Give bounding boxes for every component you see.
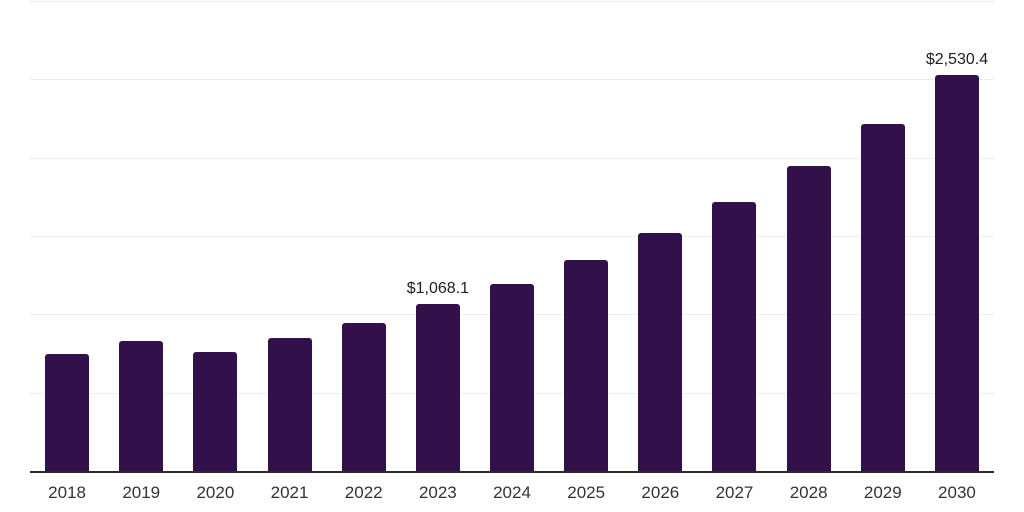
bar-2018: [45, 354, 90, 471]
bar-group-2022: [327, 1, 401, 471]
bar-group-2023: $1,068.1: [401, 1, 475, 471]
gridline-2000: [30, 157, 994, 159]
x-tick-label-2026: 2026: [641, 483, 680, 502]
x-tick-label-2029: 2029: [863, 483, 902, 502]
x-tick-label-2024: 2024: [493, 483, 531, 502]
bar-group-2019: [104, 1, 178, 471]
x-tick-label-2028: 2028: [789, 483, 828, 502]
bar-value-label-2030: $2,530.4: [925, 50, 989, 68]
x-tick-label-2020: 2020: [196, 483, 235, 502]
bar-2019: [119, 341, 164, 471]
gridline-2500: [30, 79, 994, 81]
x-axis-labels: 2018 2019 2020 2021 2022 2023 2024 2025 2026 2027…: [30, 483, 994, 503]
x-tick-label-2018: 2018: [48, 483, 86, 502]
bar-group-2027: [697, 1, 771, 471]
bar-2027: [712, 201, 757, 471]
bar-2022: [341, 322, 386, 471]
gridline-3000: [30, 1, 994, 2]
bar-value-label-2023: $1,068.1: [406, 279, 469, 297]
bar-2025: [564, 260, 609, 471]
x-tick-label-2027: 2027: [715, 483, 754, 502]
x-tick-label-2019: 2019: [122, 483, 161, 502]
bar-group-2025: [549, 1, 623, 471]
bar-group-2020: [178, 1, 252, 471]
bar-2023: [415, 303, 460, 471]
x-tick-label-2022: 2022: [344, 483, 383, 502]
bar-2030: [934, 74, 979, 471]
bar-2021: [267, 338, 312, 471]
x-tick-label-2030: 2030: [938, 483, 976, 502]
bar-2026: [638, 233, 683, 471]
bar-group-2028: [772, 1, 846, 471]
x-tick-label-2021: 2021: [270, 483, 309, 502]
bar-2028: [786, 166, 831, 471]
bar-2029: [860, 124, 905, 471]
bar-group-2018: [30, 1, 104, 471]
bar-group-2030: $2,530.4: [920, 1, 994, 471]
bar-group-2021: [252, 1, 326, 471]
bar-group-2024: [475, 1, 549, 471]
x-tick-label-2025: 2025: [567, 483, 606, 502]
bar-2024: [490, 284, 535, 471]
bars-layer: $1,068.1 $2,530.4: [30, 1, 994, 471]
plot-area: $1,068.1 $2,530.4: [30, 1, 994, 473]
x-tick-label-2023: 2023: [418, 483, 457, 502]
bar-group-2029: [846, 1, 920, 471]
bar-2020: [193, 351, 238, 471]
bar-group-2026: [623, 1, 697, 471]
gridline-1500: [30, 236, 994, 237]
